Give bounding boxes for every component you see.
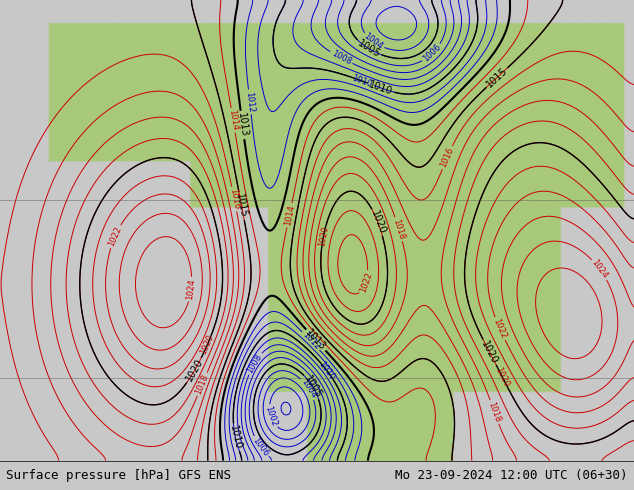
Text: 1015: 1015 (484, 66, 509, 90)
Text: 1010: 1010 (351, 74, 373, 89)
Text: 1005: 1005 (356, 38, 382, 59)
Text: 1022: 1022 (491, 317, 508, 340)
Text: 1020: 1020 (184, 357, 205, 384)
Text: 1020: 1020 (479, 339, 500, 366)
Text: 1024: 1024 (185, 278, 197, 300)
Text: 1018: 1018 (487, 400, 502, 423)
Text: 1018: 1018 (391, 218, 406, 241)
Text: 1004: 1004 (299, 378, 318, 400)
Text: 1006: 1006 (251, 436, 271, 458)
Text: 1002: 1002 (263, 405, 278, 428)
Text: 1018: 1018 (194, 373, 210, 396)
Text: 1013: 1013 (236, 112, 249, 138)
Text: 1004: 1004 (363, 32, 385, 51)
Text: 1010: 1010 (228, 424, 243, 450)
Text: 1006: 1006 (422, 43, 443, 64)
Text: 1005: 1005 (302, 373, 323, 400)
Text: 1022: 1022 (107, 225, 124, 248)
Text: Mo 23-09-2024 12:00 UTC (06+30): Mo 23-09-2024 12:00 UTC (06+30) (395, 469, 628, 482)
Text: 1008: 1008 (245, 352, 264, 375)
Text: 1014: 1014 (283, 204, 296, 226)
Text: 1022: 1022 (358, 271, 373, 294)
Text: 1010: 1010 (317, 359, 337, 381)
Text: 1010: 1010 (368, 79, 394, 97)
Text: 1016: 1016 (228, 188, 241, 210)
Text: 1020: 1020 (317, 225, 330, 247)
Text: 1020: 1020 (199, 334, 216, 356)
Text: 1015: 1015 (235, 193, 249, 219)
Text: 1020: 1020 (494, 366, 511, 389)
Text: 1016: 1016 (439, 146, 456, 169)
Text: 1012: 1012 (301, 330, 321, 352)
Text: 1024: 1024 (590, 258, 609, 280)
Text: 1008: 1008 (330, 49, 353, 67)
Text: 1013: 1013 (304, 328, 328, 352)
Text: 1012: 1012 (244, 91, 256, 113)
Text: 1020: 1020 (369, 209, 387, 236)
Text: 1014: 1014 (227, 109, 239, 131)
Text: Surface pressure [hPa] GFS ENS: Surface pressure [hPa] GFS ENS (6, 469, 231, 482)
